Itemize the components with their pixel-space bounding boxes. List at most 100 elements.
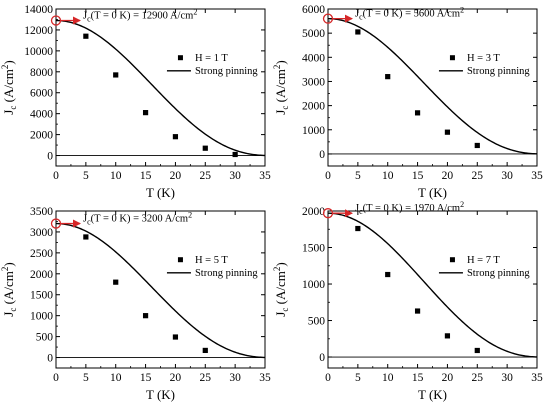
data-point — [385, 74, 391, 80]
x-tick-label: 10 — [110, 170, 122, 182]
y-tick-label: 2500 — [30, 248, 53, 260]
fit-curve-strong-pinning — [55, 19, 266, 157]
y-axis-title-main: J — [273, 312, 288, 317]
annotation-text-sub: c — [87, 218, 91, 227]
fit-curve-strong-pinning — [327, 212, 538, 358]
y-axis-title: Jc (A/cm2) — [0, 60, 18, 114]
y-axis-title-close: ) — [1, 262, 16, 266]
annotation-circle — [50, 15, 62, 26]
y-tick-label: 1500 — [302, 243, 325, 255]
x-tick-label: 0 — [325, 372, 331, 384]
y-tick-label: 8000 — [30, 67, 53, 79]
x-tick-label: 30 — [501, 372, 513, 384]
y-axis-title-unit: (A/cm — [273, 271, 288, 307]
y-tick-label: 500 — [36, 332, 54, 344]
legend-marker — [177, 55, 183, 61]
legend-marker — [449, 257, 455, 263]
annotation-text-sup: 2 — [460, 200, 464, 209]
y-axis-title-main: J — [1, 110, 16, 115]
y-tick-label: 2000 — [302, 206, 325, 218]
x-tick-label: 25 — [200, 372, 212, 384]
x-tick-label: 0 — [325, 170, 331, 182]
data-point — [414, 308, 421, 314]
x-tick-label: 30 — [501, 170, 513, 182]
data-point — [444, 129, 451, 135]
y-tick-label: 3000 — [30, 227, 53, 239]
y-axis-title-unit: (A/cm — [1, 69, 16, 105]
y-tick-label: 10000 — [24, 46, 53, 58]
data-point — [355, 29, 361, 35]
y-tick-label: 5000 — [302, 28, 325, 40]
x-tick-label: 35 — [259, 170, 271, 182]
data-point — [474, 142, 480, 149]
y-axis-title-sub: c — [8, 106, 18, 110]
annotation-circle — [50, 218, 62, 229]
y-tick-label: 1000 — [302, 125, 325, 137]
y-axis-title: Jc (A/cm2) — [272, 262, 290, 316]
data-point — [385, 271, 391, 278]
chart-panel-top-left: 0 5 10 15 20 25 30 35 0 2000 4000 6000 8000 10000 1200… — [0, 4, 271, 200]
x-tick-label: 25 — [200, 170, 212, 182]
y-axis-title-sup: 2 — [272, 65, 282, 70]
x-axis-title: T (K) — [418, 387, 447, 402]
data-point — [414, 110, 421, 116]
y-axis-title-sub: c — [8, 308, 18, 312]
data-point — [232, 151, 238, 158]
x-axis-title: T (K) — [146, 185, 175, 200]
y-axis-title-main: J — [1, 312, 16, 317]
x-tick-label: 20 — [170, 372, 182, 384]
y-axis-title-close: ) — [1, 60, 16, 64]
annotation-circle — [322, 208, 334, 219]
y-axis-title-unit: (A/cm — [273, 69, 288, 105]
x-tick-label: 10 — [110, 372, 122, 384]
data-point — [83, 234, 89, 240]
annotation-text: Jc(T = 0 K) = 1970 A/cm2 — [355, 200, 464, 216]
annotation-text-sup: 2 — [193, 8, 197, 17]
y-tick-label: 6000 — [30, 88, 53, 100]
y-tick-label: 6000 — [302, 4, 325, 16]
x-tick-label: 20 — [442, 170, 454, 182]
y-axis-title-close: ) — [273, 60, 288, 64]
x-axis-title: T (K) — [418, 185, 447, 200]
y-tick-label: 2000 — [30, 130, 53, 142]
x-tick-label: 30 — [229, 170, 241, 182]
y-tick-label: 4000 — [302, 52, 325, 64]
annotation-text-value: (T = 0 K) = 12900 A/cm — [91, 11, 194, 22]
chart-panel-bottom-left: 0 5 10 15 20 25 30 35 0 500 1000 1500 2000 2500 3000 35… — [0, 206, 271, 402]
x-tick-label: 30 — [229, 372, 241, 384]
y-tick-label: 14000 — [24, 4, 53, 16]
data-point — [444, 333, 451, 339]
x-tick-label: 5 — [83, 372, 89, 384]
legend-marker — [177, 257, 183, 263]
x-tick-label: 5 — [355, 170, 361, 182]
plot-frame — [327, 210, 538, 369]
legend-label-markers: H = 7 T — [467, 255, 500, 266]
y-tick-label: 1000 — [302, 279, 325, 291]
y-tick-label: 3500 — [30, 206, 53, 218]
x-tick-label: 10 — [382, 170, 394, 182]
annotation-text: Jc(T = 0 K) = 12900 A/cm2 — [83, 8, 197, 24]
x-tick-label: 15 — [412, 170, 424, 182]
legend-marker — [449, 55, 455, 61]
y-axis-title-sup: 2 — [272, 267, 282, 272]
y-tick-label: 4000 — [30, 109, 53, 121]
y-axis-title-sup: 2 — [0, 267, 10, 272]
fit-curve-strong-pinning — [327, 17, 538, 155]
annotation-text: Jc(T = 0 K) = 5600 A/cm2 — [355, 6, 464, 22]
x-tick-label: 35 — [531, 170, 543, 182]
data-point — [83, 33, 89, 39]
legend-label-markers: H = 5 T — [195, 255, 228, 266]
y-tick-label: 0 — [319, 149, 325, 161]
x-tick-label: 10 — [382, 372, 394, 384]
data-point — [172, 134, 179, 140]
annotation-text-sub: c — [87, 15, 91, 24]
annotation-text: Jc(T = 0 K) = 3200 A/cm2 — [83, 211, 192, 227]
x-tick-label: 20 — [442, 372, 454, 384]
x-tick-label: 5 — [355, 372, 361, 384]
annotation-text-sup: 2 — [460, 6, 464, 15]
data-point — [113, 279, 119, 285]
data-point — [202, 145, 208, 151]
y-tick-label: 12000 — [24, 25, 53, 37]
x-tick-label: 35 — [259, 372, 271, 384]
